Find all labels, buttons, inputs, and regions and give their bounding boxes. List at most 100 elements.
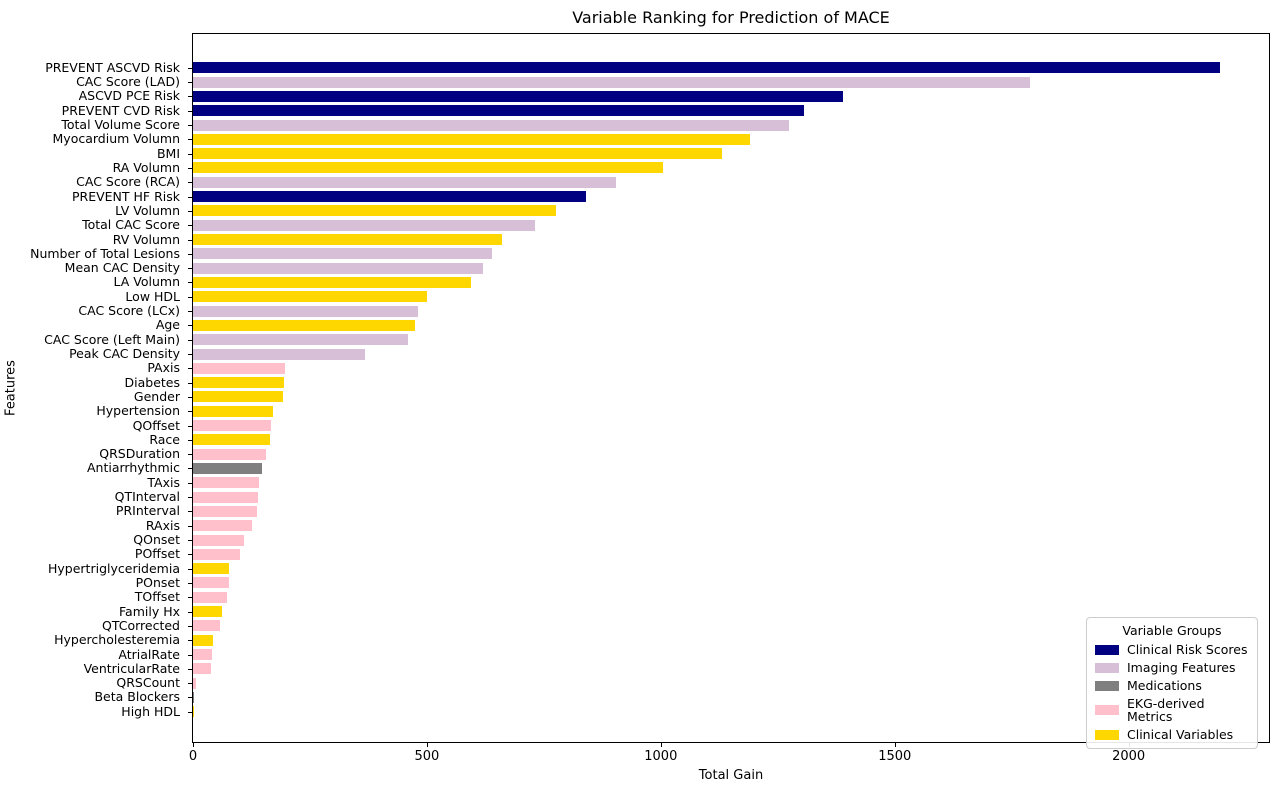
y-tick-label: Total Volume Score: [61, 117, 180, 133]
legend-item: Clinical Risk Scores: [1095, 643, 1249, 656]
bar: [193, 219, 535, 231]
bar: [193, 262, 484, 274]
legend-label: Imaging Features: [1127, 660, 1236, 675]
y-tick-mark: [188, 325, 192, 327]
bar: [193, 591, 228, 603]
y-tick-mark: [188, 153, 192, 155]
y-tick-mark: [188, 468, 192, 470]
y-tick-mark: [188, 668, 192, 670]
y-tick-label: AtrialRate: [118, 646, 180, 662]
y-tick-label: Number of Total Lesions: [30, 245, 180, 261]
bar: [193, 462, 262, 474]
y-tick-mark: [188, 139, 192, 141]
y-tick-label: High HDL: [121, 703, 180, 719]
y-tick-mark: [188, 125, 192, 127]
bar: [193, 577, 230, 589]
y-tick-label: PREVENT ASCVD Risk: [45, 59, 180, 75]
bar: [193, 534, 244, 546]
y-tick-label: Race: [149, 431, 180, 447]
bar: [193, 276, 472, 288]
y-tick-mark: [188, 625, 192, 627]
x-tick-mark: [660, 743, 662, 747]
x-tick-mark: [193, 743, 194, 747]
y-tick-label: Low HDL: [125, 288, 180, 304]
y-tick-label: Family Hx: [119, 603, 180, 619]
y-tick-mark: [188, 110, 192, 112]
y-tick-mark: [188, 697, 192, 699]
x-tick-label: 500: [414, 749, 440, 764]
y-tick-label: POnset: [135, 574, 180, 590]
bar: [193, 176, 617, 188]
legend-swatch: [1095, 644, 1119, 655]
bar: [193, 563, 230, 575]
y-tick-label: QRSDuration: [99, 446, 180, 462]
y-tick-mark: [188, 67, 192, 69]
y-tick-mark: [188, 482, 192, 484]
y-tick-label: PREVENT HF Risk: [71, 188, 180, 204]
y-tick-label: ASCVD PCE Risk: [78, 88, 180, 104]
y-tick-label: QRSCount: [116, 675, 180, 691]
y-tick-mark: [188, 683, 192, 685]
legend-label: EKG-derived Metrics: [1127, 696, 1205, 724]
bar: [193, 663, 211, 675]
y-tick-mark: [188, 182, 192, 184]
bar: [193, 234, 502, 246]
bar: [193, 191, 586, 203]
y-tick-mark: [188, 611, 192, 613]
y-tick-label: Diabetes: [124, 374, 181, 390]
bar: [193, 634, 214, 646]
bar: [193, 148, 722, 160]
y-tick-mark: [188, 497, 192, 499]
y-tick-mark: [188, 511, 192, 513]
y-tick-label: TOffset: [134, 589, 180, 605]
y-tick-mark: [188, 525, 192, 527]
bar: [193, 606, 222, 618]
y-tick-label: Mean CAC Density: [64, 260, 180, 276]
y-tick-label: CAC Score (RCA): [76, 174, 180, 190]
y-tick-mark: [188, 396, 192, 398]
y-tick-label: Beta Blockers: [94, 689, 180, 705]
y-tick-label: RAxis: [145, 517, 180, 533]
bar: [193, 162, 664, 174]
y-tick-label: LA Volumn: [113, 274, 181, 290]
bar: [193, 334, 409, 346]
bar: [193, 691, 194, 703]
bar: [193, 248, 493, 260]
x-tick-label: 0: [188, 749, 198, 764]
y-tick-mark: [188, 311, 192, 313]
y-tick-label: QTInterval: [114, 489, 180, 505]
y-tick-label: VentricularRate: [83, 660, 180, 676]
y-tick-label: Age: [155, 317, 180, 333]
bar: [193, 505, 258, 517]
y-tick-label: Antiarrhythmic: [86, 460, 180, 476]
bar: [193, 362, 286, 374]
bar: [193, 119, 790, 131]
y-tick-label: CAC Score (Left Main): [44, 331, 180, 347]
bar: [193, 62, 1220, 74]
legend-item: Clinical Variables: [1095, 728, 1249, 741]
bar: [193, 205, 556, 217]
bar: [193, 377, 285, 389]
bar: [193, 434, 271, 446]
y-tick-mark: [188, 225, 192, 227]
bar: [193, 477, 259, 489]
y-tick-mark: [188, 167, 192, 169]
y-tick-label: Hypercholesteremia: [54, 632, 180, 648]
y-tick-mark: [188, 239, 192, 241]
legend-swatch: [1095, 729, 1119, 740]
x-tick-label: 2000: [1112, 749, 1146, 764]
bar: [193, 133, 750, 145]
bar: [193, 420, 272, 432]
y-tick-mark: [188, 96, 192, 98]
legend-item: Medications: [1095, 679, 1249, 692]
bar: [193, 491, 259, 503]
y-tick-mark: [188, 454, 192, 456]
y-tick-mark: [188, 354, 192, 355]
legend-label: Medications: [1127, 678, 1202, 693]
y-tick-label: Total CAC Score: [82, 217, 180, 233]
y-tick-mark: [188, 282, 192, 284]
bar: [193, 405, 273, 417]
bar: [193, 105, 804, 117]
bar: [193, 677, 196, 689]
